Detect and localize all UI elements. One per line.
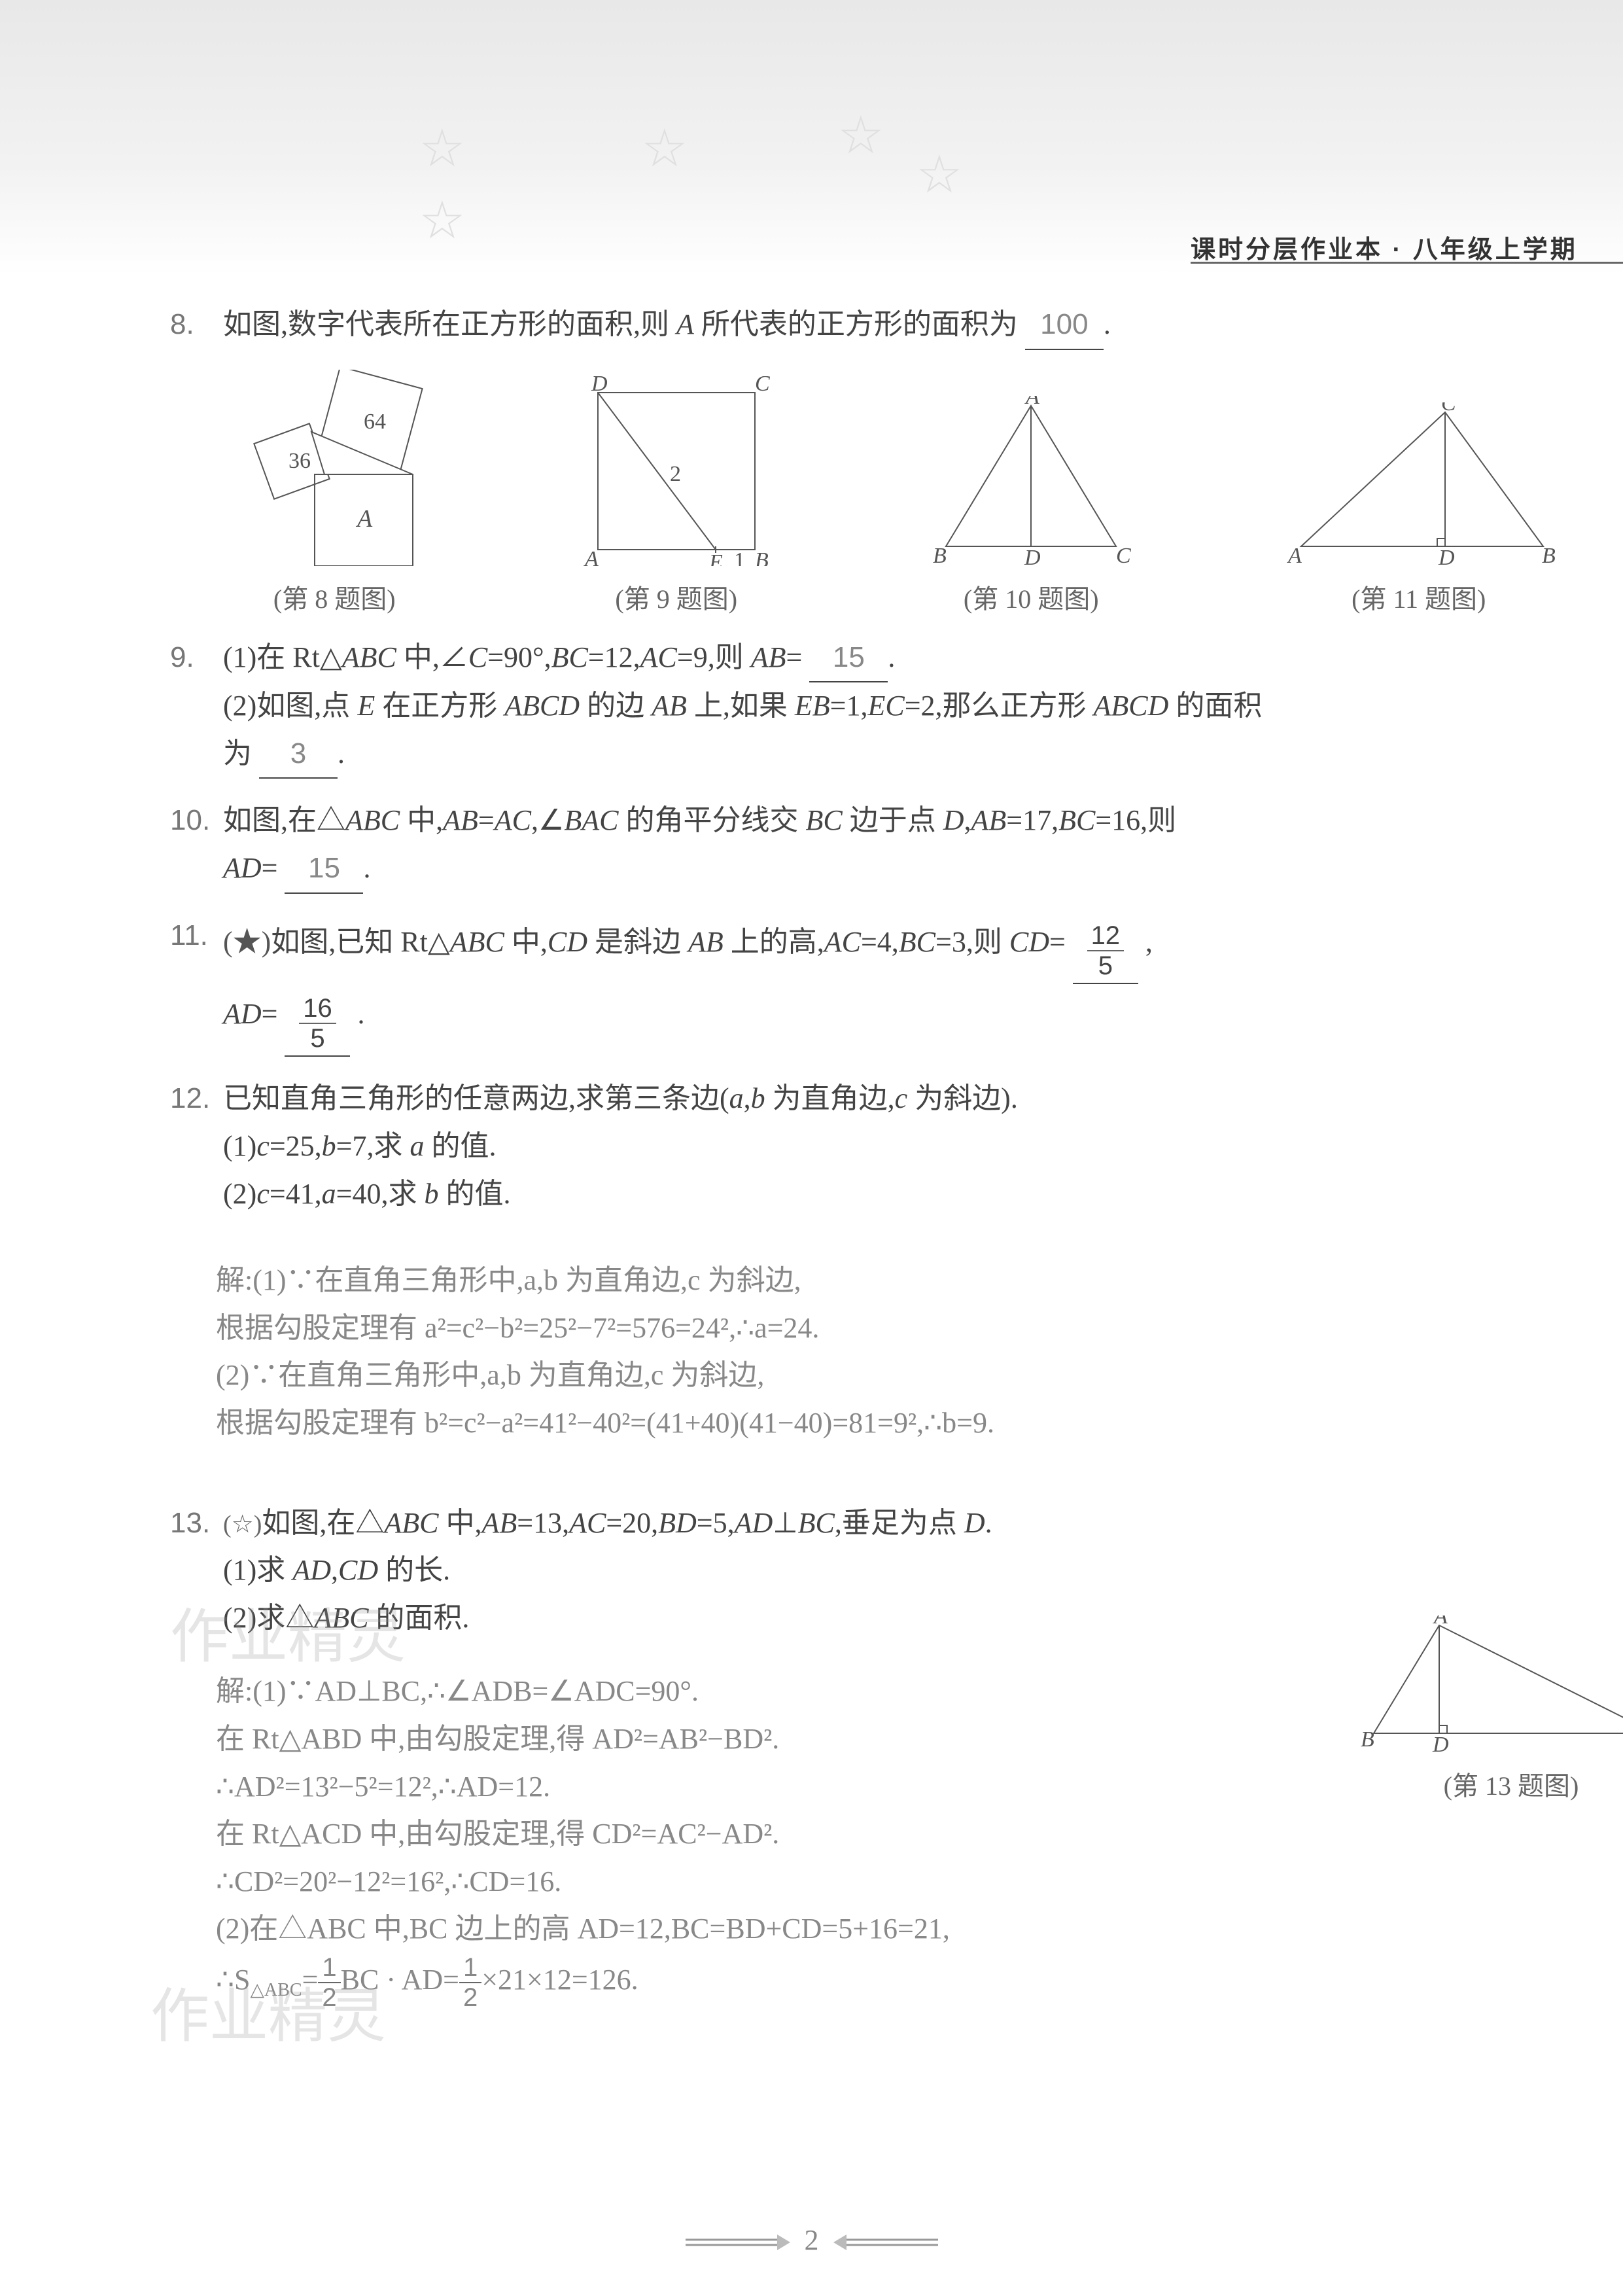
problem-12: 12. 已知直角三角形的任意两边,求第三条边(a,b 为直角边,c 为斜边). … <box>170 1075 1623 1447</box>
page-number: 2 <box>686 2223 938 2257</box>
problem-text: 如图,数字代表所在正方形的面积,则 A 所代表的正方形的面积为 100. <box>223 301 1597 350</box>
figure-row: 36 64 A (第 8 题图) D C A E B 2 1 (第 9 <box>170 370 1623 621</box>
label-36: 36 <box>288 449 311 473</box>
problem-text: 如图,在△ABC 中,AB=AC,∠BAC 的角平分线交 BC 边于点 D,AB… <box>223 797 1597 893</box>
figure-caption: (第 10 题图) <box>926 578 1136 621</box>
header-underline <box>1191 262 1623 264</box>
answer-blank: 15 <box>809 634 888 683</box>
deco-star: ☆ <box>641 118 688 179</box>
svg-text:B: B <box>1542 544 1556 566</box>
svg-text:A: A <box>584 547 599 566</box>
answer-blank: 3 <box>259 730 338 779</box>
problem-num: 9. <box>170 634 216 682</box>
svg-text:1: 1 <box>734 548 745 566</box>
problem-8: 8. 如图,数字代表所在正方形的面积,则 A 所代表的正方形的面积为 100. <box>170 301 1623 350</box>
problem-num: 8. <box>170 301 216 349</box>
deco-star: ☆ <box>419 118 466 179</box>
solution-12: 解:(1)∵在直角三角形中,a,b 为直角边,c 为斜边, 根据勾股定理有 a²… <box>170 1257 1623 1447</box>
svg-text:A: A <box>1287 544 1302 566</box>
label-64: 64 <box>364 410 386 434</box>
problem-13: 13. (☆)如图,在△ABC 中,AB=13,AC=20,BD=5,AD⊥BC… <box>170 1500 1623 2012</box>
problem-11: 11. (★)如图,已知 Rt△ABC 中,CD 是斜边 AB 上的高,AC=4… <box>170 912 1623 1057</box>
problem-num: 13. <box>170 1500 216 1547</box>
svg-text:C: C <box>1116 544 1131 566</box>
problem-text: (★)如图,已知 Rt△ABC 中,CD 是斜边 AB 上的高,AC=4,BC=… <box>223 912 1597 1057</box>
svg-text:D: D <box>591 376 608 396</box>
svg-text:B: B <box>933 544 947 566</box>
problem-9: 9. (1)在 Rt△ABC 中,∠C=90°,BC=12,AC=9,则 AB=… <box>170 634 1623 779</box>
svg-text:D: D <box>1024 546 1041 566</box>
figure-11: C A B D (第 11 题图) <box>1282 402 1556 621</box>
deco-star: ☆ <box>419 190 466 251</box>
svg-text:C: C <box>1441 402 1456 415</box>
svg-text:2: 2 <box>670 462 681 486</box>
figure-caption: (第 8 题图) <box>243 578 426 621</box>
problem-10: 10. 如图,在△ABC 中,AB=AC,∠BAC 的角平分线交 BC 边于点 … <box>170 797 1623 893</box>
pagenum-deco-left <box>686 2231 790 2257</box>
figure-10: A B C D (第 10 题图) <box>926 396 1136 621</box>
problem-num: 11. <box>170 912 216 960</box>
figure-8: 36 64 A (第 8 题图) <box>243 370 426 621</box>
deco-star: ☆ <box>837 105 884 166</box>
label-A: A <box>355 505 373 533</box>
content-area: 8. 如图,数字代表所在正方形的面积,则 A 所代表的正方形的面积为 100. … <box>170 301 1623 2030</box>
figure-caption: (第 9 题图) <box>572 578 781 621</box>
problem-text: 已知直角三角形的任意两边,求第三条边(a,b 为直角边,c 为斜边). (1)c… <box>223 1075 1597 1218</box>
answer-blank: 125 <box>1073 919 1138 985</box>
answer-blank: 165 <box>285 991 350 1057</box>
pagenum-deco-right <box>833 2231 938 2257</box>
problem-num: 12. <box>170 1075 216 1123</box>
answer-blank: 100 <box>1025 301 1104 350</box>
figure-caption: (第 11 题图) <box>1282 578 1556 621</box>
svg-text:A: A <box>1024 396 1039 409</box>
svg-text:B: B <box>755 548 769 566</box>
problem-text: (1)在 Rt△ABC 中,∠C=90°,BC=12,AC=9,则 AB= 15… <box>223 634 1597 779</box>
problem-text: (☆)如图,在△ABC 中,AB=13,AC=20,BD=5,AD⊥BC,垂足为… <box>223 1500 1597 1642</box>
solution-13: 作业精灵 解:(1)∵AD⊥BC,∴∠ADB=∠ADC=90°. 在 Rt△AB… <box>170 1668 1623 2012</box>
page-header: 课时分层作业本 · 八年级上学期 <box>1191 229 1578 265</box>
figure-9: D C A E B 2 1 (第 9 题图) <box>572 376 781 621</box>
svg-text:D: D <box>1438 546 1455 566</box>
svg-text:C: C <box>755 376 770 396</box>
answer-blank: 15 <box>285 845 363 894</box>
problem-num: 10. <box>170 797 216 845</box>
deco-star: ☆ <box>916 144 963 205</box>
